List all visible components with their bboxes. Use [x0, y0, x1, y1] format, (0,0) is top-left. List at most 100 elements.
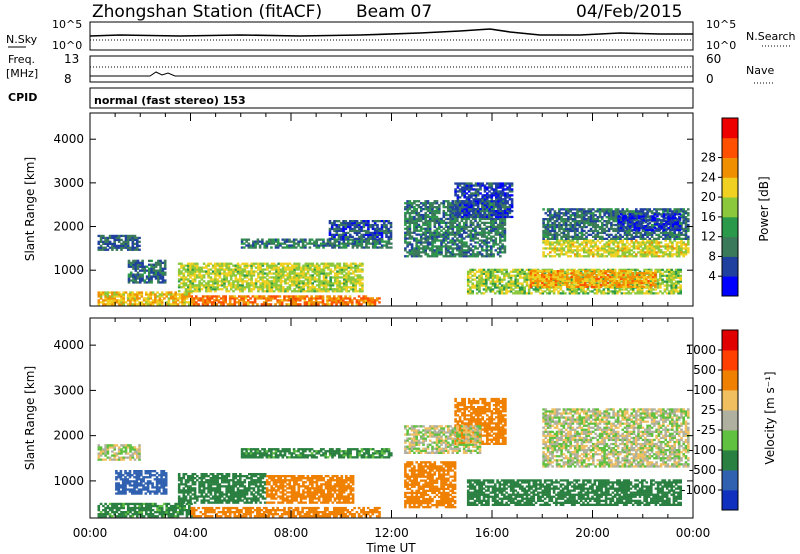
power-cells	[97, 182, 690, 306]
data-cell	[285, 299, 289, 302]
data-cell	[122, 301, 125, 304]
data-cell	[187, 286, 190, 289]
data-cell	[419, 206, 423, 209]
data-cell	[544, 255, 548, 258]
data-cell	[254, 270, 258, 273]
data-cell	[641, 288, 644, 291]
data-cell	[245, 240, 248, 243]
data-cell	[479, 198, 482, 201]
data-cell	[456, 227, 459, 230]
data-cell	[99, 244, 103, 247]
data-cell	[428, 209, 432, 213]
data-cell	[428, 243, 432, 246]
data-cell	[174, 303, 177, 306]
data-cell	[294, 297, 298, 300]
data-cell	[122, 240, 125, 243]
data-cell	[356, 244, 359, 247]
data-cell	[438, 251, 441, 254]
data-cell	[647, 274, 651, 277]
data-cell	[243, 280, 247, 283]
data-cell	[352, 284, 355, 287]
data-cell	[495, 184, 498, 187]
data-cell	[269, 303, 273, 306]
data-cell	[104, 236, 107, 240]
data-cell	[361, 276, 364, 279]
data-cell	[538, 275, 542, 279]
data-cell	[510, 198, 514, 201]
data-cell	[158, 297, 162, 300]
data-cell	[523, 290, 526, 293]
data-cell	[494, 276, 497, 279]
data-cell	[615, 273, 619, 277]
data-cell	[577, 292, 581, 295]
data-cell	[216, 282, 219, 285]
data-cell	[220, 280, 224, 283]
data-cell	[413, 237, 416, 240]
data-cell	[302, 280, 305, 283]
data-cell	[490, 217, 493, 221]
data-cell	[495, 196, 498, 199]
data-cell	[145, 293, 148, 296]
data-cell	[417, 219, 421, 223]
data-cell	[489, 290, 493, 293]
data-cell	[625, 268, 628, 271]
data-cell	[480, 227, 484, 230]
data-cell	[165, 291, 168, 294]
data-cell	[565, 283, 569, 286]
data-cell	[242, 297, 246, 300]
data-cell	[521, 292, 524, 295]
data-cell	[501, 245, 504, 248]
data-cell	[154, 271, 158, 274]
data-cell	[311, 288, 314, 291]
data-cell	[422, 251, 425, 254]
data-cell	[343, 284, 346, 287]
data-cell	[626, 277, 630, 281]
data-cell	[181, 303, 184, 306]
data-cell	[324, 242, 327, 245]
data-cell	[516, 278, 520, 281]
data-cell	[552, 290, 556, 293]
data-cell	[133, 242, 137, 245]
data-cell	[424, 202, 427, 205]
data-cell	[300, 274, 303, 277]
data-cell	[339, 295, 343, 298]
data-cell	[347, 244, 350, 247]
data-cell	[466, 284, 470, 287]
data-cell	[145, 301, 148, 304]
data-cell	[313, 240, 316, 243]
data-cell	[387, 235, 391, 238]
data-cell	[539, 288, 542, 291]
data-cell	[467, 255, 470, 258]
data-cell	[254, 240, 257, 243]
data-cell	[127, 273, 131, 276]
data-cell	[333, 237, 336, 240]
data-cell	[245, 280, 249, 283]
data-cell	[552, 273, 555, 277]
data-cell	[373, 223, 377, 227]
data-cell	[349, 225, 352, 229]
data-cell	[252, 264, 256, 267]
data-cell	[279, 278, 283, 281]
data-cell	[447, 209, 450, 213]
data-cell	[304, 246, 307, 249]
data-cell	[327, 266, 330, 269]
data-cell	[331, 244, 334, 247]
data-cell	[462, 251, 466, 254]
data-cell	[487, 276, 490, 279]
data-cell	[578, 253, 581, 256]
data-cell	[487, 288, 490, 291]
data-cell	[500, 290, 504, 293]
data-cell	[279, 272, 283, 275]
data-cell	[449, 213, 452, 217]
data-cell	[476, 188, 480, 191]
data-cell	[297, 286, 301, 289]
data-cell	[465, 198, 469, 201]
data-cell	[205, 288, 208, 291]
data-cell	[591, 290, 594, 293]
data-cell	[496, 276, 499, 279]
data-cell	[428, 206, 432, 209]
data-cell	[229, 286, 233, 289]
data-cell	[167, 291, 171, 294]
data-cell	[406, 255, 409, 258]
data-cell	[677, 272, 680, 275]
